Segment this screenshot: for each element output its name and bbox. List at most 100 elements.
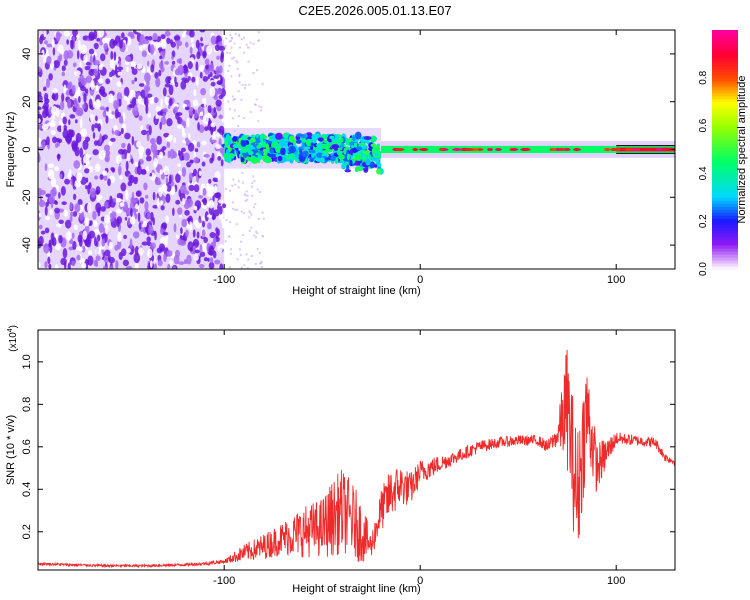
noise-speckle [222, 203, 227, 209]
noise-speckle [138, 149, 143, 159]
noise-speckle [165, 136, 173, 142]
noise-speckle [108, 256, 116, 264]
noise-speckle [165, 76, 171, 85]
noise-speckle [198, 170, 202, 177]
colorbar-swatch [712, 140, 738, 145]
noise-speckle [98, 223, 105, 234]
spec-y-tick-label: 20 [21, 96, 33, 108]
noise-speckle [215, 133, 221, 137]
sparse-speckle [249, 41, 252, 44]
noise-speckle [146, 60, 150, 67]
sparse-speckle [237, 124, 240, 127]
colorbar-swatch [712, 128, 738, 133]
band-speckle [288, 145, 296, 154]
sparse-speckle [256, 232, 259, 235]
colorbar-swatch [712, 266, 738, 270]
noise-speckle [156, 135, 162, 145]
noise-speckle [103, 265, 108, 269]
noise-speckle [184, 209, 190, 216]
noise-speckle [160, 205, 165, 211]
noise-speckle [146, 236, 151, 243]
noise-speckle [123, 234, 127, 239]
noise-speckle [190, 36, 194, 43]
noise-speckle [209, 71, 213, 78]
band-speckle [330, 155, 336, 162]
noise-speckle [41, 123, 49, 131]
noise-speckle [162, 108, 168, 113]
noise-speckle [51, 94, 56, 100]
noise-speckle [182, 132, 186, 138]
line-hotspot [551, 148, 556, 151]
line-hotspot [452, 148, 463, 151]
noise-speckle [188, 184, 195, 192]
sparse-speckle [230, 75, 233, 78]
noise-speckle [67, 82, 72, 90]
noise-speckle [180, 227, 183, 235]
sparse-speckle [247, 258, 250, 261]
band-speckle [228, 153, 235, 159]
noise-speckle [116, 99, 120, 109]
noise-speckle [215, 88, 223, 95]
noise-speckle [56, 32, 62, 38]
sparse-speckle [261, 82, 264, 85]
colorbar-swatch [712, 113, 738, 118]
band-speckle [241, 134, 248, 141]
noise-speckle [159, 55, 163, 60]
band-speckle [324, 157, 333, 161]
sparse-speckle [256, 188, 259, 191]
sparse-speckle [228, 40, 231, 43]
noise-speckle [162, 231, 169, 236]
sparse-speckle [244, 84, 247, 87]
noise-speckle [216, 55, 220, 60]
noise-speckle [138, 115, 143, 121]
colorbar-swatch [712, 131, 738, 136]
sparse-speckle [260, 265, 263, 268]
sparse-speckle [232, 178, 235, 181]
noise-speckle [94, 163, 101, 173]
spec-region-narrow-line [381, 141, 675, 158]
noise-speckle [58, 234, 63, 244]
noise-speckle [155, 77, 161, 88]
colorbar-swatch [712, 173, 738, 177]
band-speckle [338, 154, 345, 160]
sparse-speckle [261, 211, 264, 214]
band-speckle [277, 155, 283, 162]
noise-speckle [195, 76, 199, 87]
band-speckle [345, 146, 349, 151]
noise-speckle [82, 103, 86, 110]
noise-speckle [71, 84, 76, 95]
band-speckle [365, 158, 371, 166]
colorbar-swatch [712, 230, 738, 234]
noise-speckle [210, 35, 217, 45]
noise-speckle [78, 95, 81, 104]
band-speckle [355, 166, 359, 173]
noise-speckle [134, 246, 140, 256]
colorbar-swatch [712, 104, 738, 109]
colorbar-swatch [712, 176, 738, 180]
sparse-speckle [255, 98, 258, 101]
noise-speckle [76, 50, 80, 60]
noise-speckle [83, 54, 88, 64]
noise-speckle [172, 265, 176, 269]
sparse-speckle [258, 252, 261, 255]
noise-speckle [38, 187, 43, 197]
sparse-speckle [238, 46, 241, 49]
band-speckle [346, 164, 350, 172]
band-speckle [369, 161, 376, 169]
noise-speckle [217, 204, 220, 211]
noise-speckle [177, 163, 181, 168]
spectrogram-marks [38, 30, 675, 269]
noise-speckle [210, 122, 216, 128]
noise-speckle [175, 234, 180, 239]
noise-speckle [210, 81, 216, 87]
noise-speckle [97, 234, 101, 242]
noise-speckle [150, 64, 155, 73]
band-speckle [354, 131, 362, 140]
noise-speckle [203, 153, 210, 158]
noise-speckle [213, 75, 220, 79]
noise-speckle [88, 182, 92, 190]
noise-speckle [146, 212, 151, 220]
band-speckle [310, 142, 314, 146]
noise-speckle [83, 168, 90, 174]
noise-speckle [198, 124, 205, 134]
